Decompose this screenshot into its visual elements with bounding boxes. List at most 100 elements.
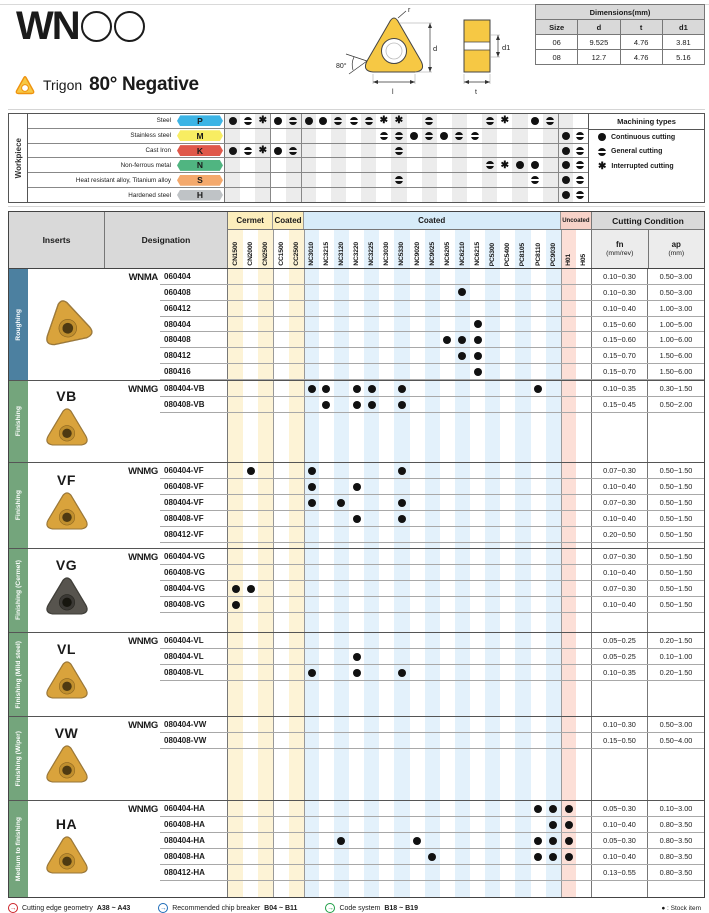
- grade-stock-cell: [288, 527, 304, 542]
- workpiece-grade-cell: [407, 129, 422, 143]
- grade-stock-cell: [273, 269, 288, 284]
- depth-of-cut-value: 0.50~3.00: [647, 717, 704, 732]
- continuous-cutting-symbol: [367, 384, 376, 393]
- depth-of-cut-value: 0.50~3.00: [647, 284, 704, 300]
- grade-stock-cell: [560, 348, 576, 364]
- grade-stock-cell: [273, 549, 288, 564]
- workpiece-grade-cell: ✱: [255, 143, 271, 158]
- feed-rate-value: 0.15~0.45: [591, 397, 647, 412]
- grade-stock-cell: [273, 833, 288, 848]
- grade-stock-cell: [500, 549, 515, 564]
- continuous-cutting-symbol: [473, 335, 482, 344]
- grade-stock-cell: [288, 597, 304, 612]
- workpiece-grade-cell: [240, 188, 255, 202]
- grade-stock-cell: [379, 381, 394, 396]
- grade-stock-cell: [379, 317, 394, 332]
- general-cutting-symbol: [349, 116, 358, 125]
- continuous-cutting-symbol: [352, 482, 361, 491]
- grade-stock-cell: [485, 511, 501, 526]
- grade-stock-cell: [454, 463, 470, 478]
- workpiece-grade-cell: [330, 173, 346, 188]
- grade-stock-cell: [349, 817, 364, 832]
- grade-stock-cell: [228, 597, 244, 612]
- workpiece-grade-cell: [573, 188, 588, 202]
- grade-stock-cell: [531, 849, 546, 864]
- insert-row: 080404 0.15~0.60 1.00~5.00: [160, 316, 704, 333]
- grade-stock-cell: [333, 479, 349, 494]
- designation-size: 080408-VB: [160, 397, 228, 412]
- grade-stock-cell: [228, 649, 244, 664]
- continuous-cutting-symbol: [397, 384, 406, 393]
- workpiece-grade-cell: [573, 158, 588, 172]
- designation-column-header: Designation: [105, 212, 228, 268]
- grade-stock-cell: [394, 284, 410, 300]
- workpiece-grade-cell: [451, 143, 467, 158]
- continuous-cutting-symbol: [564, 820, 573, 829]
- dimensions-table-title: Dimensions(mm): [536, 5, 704, 20]
- dimension-value: 08: [552, 52, 561, 62]
- grade-stock-cell: [319, 633, 334, 648]
- grade-stock-cell: [319, 717, 334, 732]
- grade-stock-cell: [454, 495, 470, 510]
- grade-stock-cell: [515, 300, 531, 316]
- grade-stock-cell: [410, 332, 425, 347]
- depth-of-cut-value: 0.10~1.00: [647, 649, 704, 664]
- continuous-cutting-symbol: [531, 161, 540, 170]
- grade-stock-cell: [515, 581, 531, 596]
- grade-stock-cell: [545, 801, 561, 816]
- grade-stock-cell: [545, 649, 561, 664]
- grade-stock-cell: [303, 581, 319, 596]
- insert-photo-graphic: [45, 835, 88, 874]
- insert-row: 060408 0.10~0.30 0.50~3.00: [160, 284, 704, 301]
- insert-group: Finishing (Cermet) VG WNMG 060404-VG 0.07~0.…: [9, 549, 704, 633]
- group-code: VF: [57, 472, 76, 488]
- grade-column-header: NC9025: [424, 230, 440, 268]
- continuous-cutting-symbol: [352, 514, 361, 523]
- grade-stock-cell: [560, 565, 576, 580]
- depth-of-cut-column-header: ap (mm): [647, 230, 704, 268]
- continuous-cutting-symbol: [231, 584, 240, 593]
- grade-stock-cell: [273, 316, 288, 332]
- grade-stock-cell: [258, 717, 274, 732]
- workpiece-grade-cell: [330, 188, 346, 202]
- grade-column-header: NC3010: [303, 230, 319, 268]
- grade-stock-cell: [394, 649, 410, 664]
- dimension-value: 9.525: [577, 35, 619, 49]
- grade-stock-cell: [273, 817, 288, 832]
- designation-size: 080408: [160, 332, 228, 348]
- continuous-cutting-symbol: [564, 852, 573, 861]
- group-category-label: Finishing: [9, 381, 28, 462]
- grade-stock-cell: [349, 833, 364, 848]
- grade-stock-cell: [303, 495, 319, 510]
- grade-stock-cell: [243, 364, 258, 379]
- top-divider: [0, 4, 709, 5]
- grade-stock-cell: [576, 511, 591, 526]
- machining-type-item: General cutting: [589, 144, 704, 158]
- page-footer: → Cutting edge geometry A38 ~ A43 → Recommen…: [8, 903, 701, 913]
- grade-stock-cell: [545, 316, 561, 332]
- general-cutting-symbol: [485, 116, 494, 125]
- grade-stock-cell: [531, 717, 546, 732]
- grade-stock-cell: [515, 565, 531, 580]
- grade-stock-cell: [440, 833, 455, 848]
- grade-stock-cell: [288, 348, 304, 364]
- grade-stock-cell: [410, 269, 425, 284]
- grade-stock-cell: [273, 300, 288, 316]
- grade-stock-cell: [288, 316, 304, 332]
- workpiece-grade-cell: [437, 144, 452, 158]
- grade-column-header: CN2500: [258, 230, 274, 268]
- grade-stock-cell: [319, 332, 334, 347]
- grade-stock-cell: [576, 581, 591, 596]
- feed-rate-value: 0.07~0.30: [591, 581, 647, 596]
- grade-stock-cell: [515, 865, 531, 880]
- insert-row: 080408-VL 0.10~0.35 0.20~1.50: [160, 665, 704, 681]
- workpiece-row: Heat resistant alloy, Titanium alloy S: [28, 173, 588, 189]
- grade-stock-cell: [500, 733, 515, 748]
- designation-size: 080412: [160, 348, 228, 364]
- feed-rate-value: 0.05~0.25: [591, 649, 647, 664]
- grade-stock-cell: [454, 833, 470, 848]
- workpiece-grade-cell: [316, 158, 331, 172]
- workpiece-material-cell: Steel P: [28, 114, 225, 128]
- grade-column-header: CC2500: [288, 230, 304, 268]
- grade-column-header: PC9030: [545, 230, 561, 268]
